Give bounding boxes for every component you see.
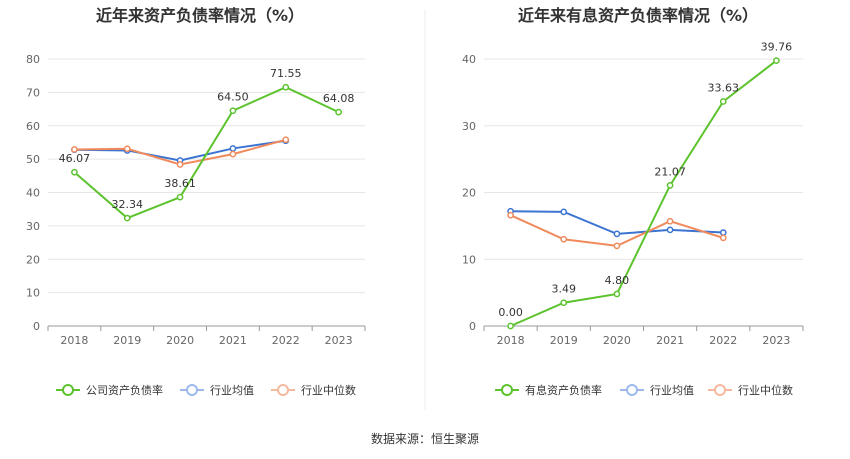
left-data-label: 71.55	[270, 67, 302, 80]
left-y-tick-label: 70	[26, 86, 40, 99]
left-data-point	[71, 168, 78, 176]
left-y-tick-label: 30	[26, 220, 40, 233]
right-data-point	[613, 230, 621, 238]
left-legend: 公司资产负债率 行业均值 行业中位数	[56, 383, 356, 397]
right-plot-area: 0 10 20 30 40 2018 2019 2020 2021 2022 2023 0.00 3.4…	[462, 41, 804, 347]
right-data-point	[719, 234, 727, 242]
right-y-tick-label: 10	[462, 253, 476, 266]
right-y-tick-label: 20	[462, 187, 476, 200]
right-data-point	[719, 229, 727, 236]
right-data-label: 4.80	[605, 274, 630, 287]
right-chart: 近年来有息资产负债率情况（%） 0 10 20 30 40 2018 2019 2020 202…	[462, 6, 804, 397]
left-data-point	[71, 146, 78, 153]
left-data-label: 38.61	[164, 177, 196, 190]
legend-swatch-marker	[277, 384, 289, 396]
right-data-point	[666, 226, 674, 234]
right-data-label: 33.63	[708, 82, 740, 95]
right-x-tick-label: 2022	[709, 334, 737, 347]
left-y-tick-label: 80	[26, 53, 40, 66]
left-data-point	[282, 136, 290, 144]
left-data-point	[176, 161, 184, 168]
left-y-tick-label: 50	[26, 153, 40, 166]
legend-label[interactable]: 行业均值	[650, 384, 694, 397]
right-x-tick-label: 2018	[497, 334, 525, 347]
left-y-tick-label: 40	[26, 187, 40, 200]
right-x-tick-label: 2021	[656, 334, 684, 347]
legend-swatch-marker	[626, 384, 638, 396]
left-data-point	[229, 145, 237, 152]
right-data-point	[613, 290, 621, 298]
left-y-tick-label: 0	[33, 320, 40, 333]
right-legend: 有息资产负债率 行业均值 行业中位数	[495, 383, 793, 397]
legend-label[interactable]: 公司资产负债率	[86, 383, 163, 397]
legend-label[interactable]: 行业中位数	[301, 383, 356, 397]
right-y-tick-label: 40	[462, 53, 476, 66]
left-data-label: 46.07	[59, 152, 91, 165]
left-plot-area: 0 10 20 30 40 50 60 70 80 2018 2019 2020 2021 2022 202…	[26, 53, 366, 347]
left-data-point	[229, 150, 237, 158]
right-data-label: 39.76	[761, 41, 793, 54]
left-data-point	[229, 107, 237, 115]
left-chart: 近年来资产负债率情况（%） 0 10 20 30 40 50 60 70 80 2018 2019 2…	[26, 6, 366, 397]
legend-swatch-marker	[501, 384, 513, 396]
right-data-point	[560, 235, 568, 243]
left-series-line-0	[73, 86, 340, 220]
right-data-point	[507, 322, 514, 330]
left-data-label: 64.50	[217, 91, 249, 104]
left-x-tick-label: 2023	[325, 334, 353, 347]
left-x-tick-label: 2022	[272, 334, 300, 347]
left-x-tick-label: 2020	[166, 334, 194, 347]
right-data-point	[666, 217, 674, 225]
legend-label[interactable]: 有息资产负债率	[525, 383, 602, 397]
right-x-tick-label: 2023	[762, 334, 790, 347]
right-data-label: 3.49	[552, 283, 577, 296]
right-data-label: 21.07	[654, 165, 686, 178]
right-data-point	[560, 299, 568, 307]
right-chart-title: 近年来有息资产负债率情况（%）	[518, 6, 758, 25]
left-data-label: 32.34	[112, 198, 144, 211]
left-x-tick-label: 2019	[113, 334, 141, 347]
legend-label[interactable]: 行业均值	[210, 384, 254, 397]
right-data-point	[613, 242, 621, 250]
left-chart-title: 近年来资产负债率情况（%）	[96, 6, 304, 25]
right-data-point	[560, 208, 568, 216]
left-data-label: 64.08	[323, 92, 355, 105]
legend-swatch-marker	[714, 384, 726, 396]
left-data-point	[335, 108, 342, 116]
left-x-tick-label: 2021	[219, 334, 247, 347]
right-x-tick-label: 2020	[603, 334, 631, 347]
right-data-label: 0.00	[498, 306, 523, 319]
right-data-point	[719, 98, 727, 105]
left-y-tick-label: 60	[26, 120, 40, 133]
data-source: 数据来源：恒生聚源	[371, 431, 479, 446]
legend-swatch-marker	[186, 384, 198, 396]
left-data-point	[282, 83, 290, 91]
right-series-line-0	[510, 59, 778, 327]
right-y-tick-label: 30	[462, 120, 476, 133]
left-y-tick-label: 20	[26, 253, 40, 266]
right-x-tick-label: 2019	[550, 334, 578, 347]
left-x-tick-label: 2018	[60, 334, 88, 347]
left-data-point	[123, 214, 131, 222]
left-data-point	[123, 145, 131, 153]
right-data-point	[773, 57, 780, 64]
right-data-point	[666, 182, 674, 189]
legend-swatch-marker	[62, 384, 74, 396]
left-y-tick-label: 10	[26, 287, 40, 300]
legend-label[interactable]: 行业中位数	[738, 383, 793, 397]
right-data-point	[507, 211, 514, 219]
right-y-tick-label: 0	[469, 320, 476, 333]
left-data-point	[176, 193, 184, 201]
